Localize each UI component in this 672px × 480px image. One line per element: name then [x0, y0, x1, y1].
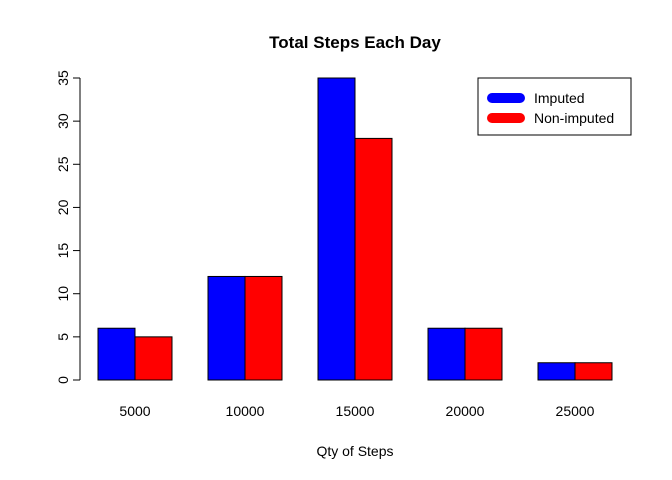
y-tick-label: 20	[55, 199, 71, 215]
x-tick-label: 5000	[119, 403, 150, 419]
bar-non-imputed-15000	[354, 137, 393, 381]
x-tick-label: 25000	[556, 403, 595, 419]
y-tick-label: 5	[55, 333, 71, 341]
legend-label-imputed: Imputed	[534, 90, 585, 106]
bar-imputed-5000	[97, 327, 136, 381]
legend: Imputed Non-imputed	[477, 77, 632, 136]
bar-non-imputed-10000	[244, 275, 283, 381]
x-tick-label: 10000	[226, 403, 265, 419]
legend-label-non-imputed: Non-imputed	[534, 110, 614, 126]
x-tick-label: 15000	[336, 403, 375, 419]
bar-non-imputed-20000	[464, 327, 503, 381]
x-axis-title: Qty of Steps	[316, 443, 393, 459]
legend-box	[477, 77, 632, 136]
bar-non-imputed-5000	[134, 336, 173, 381]
x-axis-labels: 5000 10000 15000 20000 25000	[119, 403, 594, 419]
bar-imputed-15000	[317, 77, 356, 381]
y-tick-label: 0	[55, 376, 71, 384]
y-axis: 0 5 10 15 20 25 30 35	[55, 70, 81, 384]
bar-non-imputed-25000	[574, 362, 613, 381]
bar-imputed-25000	[537, 362, 576, 381]
x-tick-label: 20000	[446, 403, 485, 419]
y-tick-label: 10	[55, 286, 71, 302]
bars	[97, 77, 613, 381]
chart-title: Total Steps Each Day	[269, 33, 441, 52]
y-tick-label: 15	[55, 243, 71, 259]
y-tick-label: 30	[55, 113, 71, 129]
y-tick-label: 35	[55, 70, 71, 86]
bar-imputed-20000	[427, 327, 466, 381]
bar-imputed-10000	[207, 275, 246, 381]
y-tick-label: 25	[55, 156, 71, 172]
